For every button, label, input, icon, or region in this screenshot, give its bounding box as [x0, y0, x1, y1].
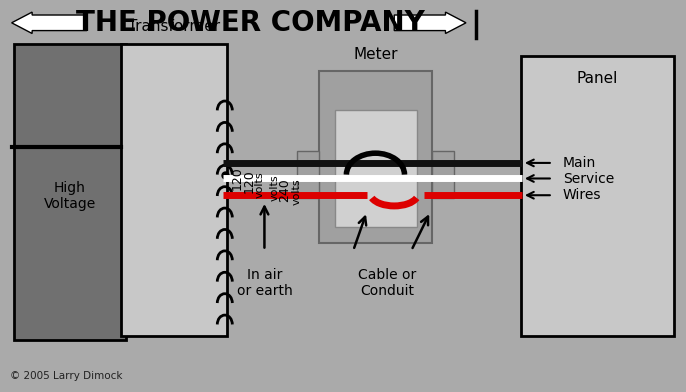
Text: volts: volts	[292, 179, 302, 205]
Text: © 2005 Larry Dimock: © 2005 Larry Dimock	[10, 371, 122, 381]
Text: Panel: Panel	[577, 71, 618, 87]
Bar	[319, 71, 431, 243]
Text: Main
Service
Wires: Main Service Wires	[563, 156, 614, 202]
Bar	[521, 56, 674, 336]
Text: Cable or
Conduit: Cable or Conduit	[358, 268, 416, 298]
Text: Meter: Meter	[353, 47, 398, 62]
Bar	[297, 151, 319, 198]
Text: 120: 120	[230, 167, 244, 191]
Bar	[14, 44, 126, 340]
Text: High
Voltage: High Voltage	[44, 181, 96, 211]
Text: In air
or earth: In air or earth	[237, 268, 292, 298]
Text: Transformer: Transformer	[128, 20, 220, 34]
Text: 120: 120	[243, 169, 256, 193]
FancyArrow shape	[12, 12, 87, 33]
Text: 240: 240	[279, 178, 292, 201]
Bar	[121, 44, 227, 336]
Bar	[431, 151, 453, 198]
Text: THE POWER COMPANY: THE POWER COMPANY	[76, 9, 425, 37]
Text: volts: volts	[270, 174, 280, 201]
FancyArrow shape	[394, 12, 466, 33]
Text: volts: volts	[255, 171, 265, 198]
Bar	[335, 111, 417, 227]
